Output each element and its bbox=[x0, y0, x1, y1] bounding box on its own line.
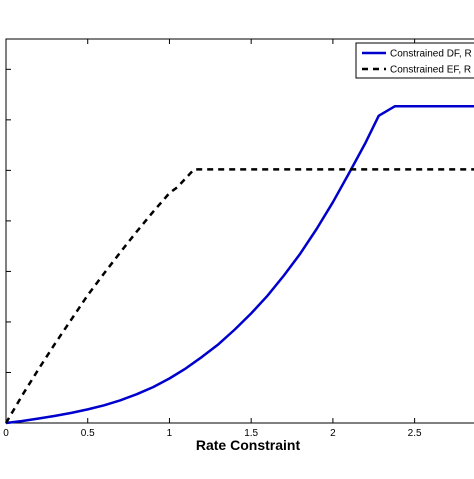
x-tick-label: 1 bbox=[167, 428, 173, 439]
x-tick-label: 1.5 bbox=[244, 428, 258, 439]
legend: Constrained DF, R Constrained EF, R bbox=[355, 42, 474, 79]
tick-layer: 0 0.5 1 1.5 2 2.5 bbox=[3, 39, 422, 439]
legend-label: Constrained DF, R bbox=[390, 49, 472, 60]
legend-box bbox=[355, 42, 474, 79]
x-tick-label: 0.5 bbox=[81, 428, 95, 439]
x-tick-label: 0 bbox=[3, 428, 9, 439]
series-line-2 bbox=[4, 168, 474, 424]
axes-layer bbox=[5, 38, 474, 424]
x-tick-label: 2 bbox=[330, 428, 336, 439]
x-axis-title: Rate Constraint bbox=[196, 437, 301, 453]
legend-label: Constrained EF, R bbox=[390, 65, 471, 76]
series-line-1 bbox=[5, 104, 474, 425]
series-layer bbox=[4, 104, 474, 425]
x-tick-label: 2.5 bbox=[408, 428, 422, 439]
plot-frame bbox=[5, 38, 474, 424]
